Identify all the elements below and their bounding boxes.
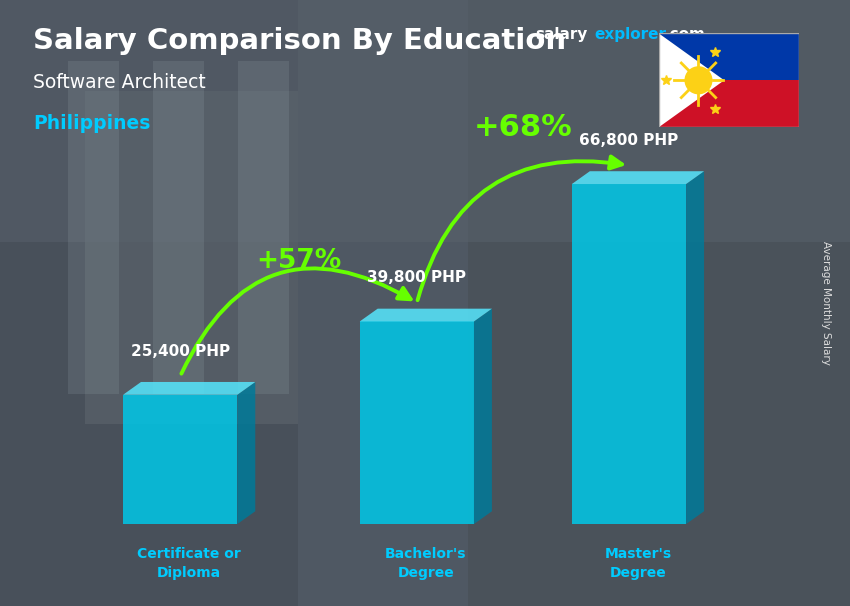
Text: .com: .com [664, 27, 705, 42]
Bar [468, 0, 850, 606]
Text: Certificate or
Diploma: Certificate or Diploma [138, 547, 241, 580]
Polygon shape [360, 308, 492, 321]
Text: Philippines: Philippines [33, 114, 150, 133]
Bar [238, 61, 289, 394]
Polygon shape [572, 171, 704, 184]
Text: +68%: +68% [473, 113, 572, 142]
Circle shape [684, 66, 712, 95]
Text: Salary Comparison By Education: Salary Comparison By Education [33, 27, 566, 55]
Bar [85, 91, 298, 424]
Text: 39,800 PHP: 39,800 PHP [367, 270, 467, 285]
Polygon shape [360, 321, 474, 524]
Polygon shape [123, 395, 237, 524]
Polygon shape [572, 184, 686, 524]
Text: Average Monthly Salary: Average Monthly Salary [821, 241, 831, 365]
Bar [0, 0, 298, 606]
Polygon shape [659, 80, 799, 127]
Text: +57%: +57% [256, 248, 341, 274]
Text: 66,800 PHP: 66,800 PHP [580, 133, 678, 148]
Text: Bachelor's
Degree: Bachelor's Degree [385, 547, 467, 580]
Text: Software Architect: Software Architect [33, 73, 206, 92]
Polygon shape [123, 382, 255, 395]
Text: salary: salary [536, 27, 587, 42]
Polygon shape [237, 382, 255, 524]
Bar [153, 61, 204, 394]
Polygon shape [659, 33, 799, 80]
Text: 25,400 PHP: 25,400 PHP [131, 344, 230, 359]
Bar [68, 61, 119, 394]
Text: Master's
Degree: Master's Degree [604, 547, 672, 580]
Polygon shape [659, 33, 724, 127]
Text: explorer: explorer [594, 27, 666, 42]
Polygon shape [686, 171, 704, 524]
Bar [0, 0, 850, 242]
Polygon shape [474, 308, 492, 524]
